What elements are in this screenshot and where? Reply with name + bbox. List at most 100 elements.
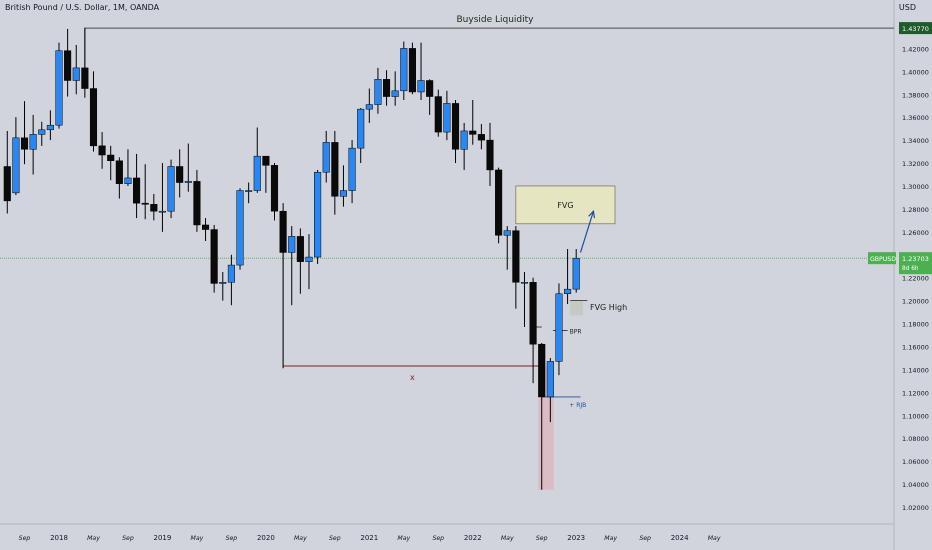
candle-body-65 — [564, 288, 572, 294]
y-tick-label-20: 1.02000 — [902, 504, 929, 512]
candle-body-18 — [158, 210, 166, 213]
current-price-tag — [899, 252, 932, 275]
x-tick-label-13: 2022 — [464, 534, 482, 542]
candle-body-13 — [115, 160, 123, 184]
x-tick-label-8: May — [294, 535, 307, 542]
y-tick-label-5: 1.32000 — [902, 160, 929, 168]
countdown-label: 8d 6h — [902, 266, 919, 272]
candle-body-12 — [107, 154, 115, 162]
symbol-tag — [868, 252, 896, 265]
y-tick-label-11: 1.20000 — [902, 298, 929, 306]
candle-body-59 — [512, 230, 520, 283]
y-tick-label-8: 1.26000 — [902, 229, 929, 237]
chart-title: British Pound / U.S. Dollar, 1M, OANDA — [5, 3, 160, 12]
candle-body-17 — [150, 204, 158, 212]
candle-body-29 — [253, 155, 261, 191]
candle-body-0 — [3, 166, 11, 202]
liquidity-price-label: 1.43770 — [902, 25, 929, 33]
y-tick-label-10: 1.22000 — [902, 275, 929, 283]
candle-body-25 — [219, 282, 227, 284]
y-tick-label-0: 1.42000 — [902, 45, 929, 53]
candle-body-20 — [176, 166, 184, 183]
candle-body-58 — [503, 230, 511, 236]
y-tick-label-12: 1.18000 — [902, 321, 929, 329]
liquidity-price-tag — [899, 22, 932, 35]
candle-body-49 — [426, 80, 434, 97]
candle-body-40 — [348, 147, 356, 191]
x-tick-label-7: 2020 — [257, 534, 275, 542]
candle-body-39 — [339, 190, 348, 197]
candle-body-21 — [184, 181, 192, 183]
rjb-label: + RJB — [569, 402, 586, 409]
candle-body-55 — [477, 134, 485, 141]
y-tick-label-2: 1.38000 — [902, 91, 929, 99]
candle-body-5 — [46, 124, 54, 131]
candle-body-15 — [133, 177, 141, 204]
x-tick-label-0: Sep — [19, 535, 31, 542]
x-tick-label-10: 2021 — [360, 534, 378, 542]
candle-body-48 — [417, 80, 425, 93]
x-tick-label-19: 2024 — [671, 534, 689, 542]
candle-body-64 — [555, 293, 563, 362]
y-tick-label-16: 1.10000 — [902, 412, 929, 420]
x-tick-label-17: May — [604, 535, 617, 542]
candle-body-61 — [529, 282, 537, 345]
y-tick-label-4: 1.34000 — [902, 137, 929, 145]
candle-body-34 — [296, 236, 304, 262]
y-tick-label-18: 1.06000 — [902, 458, 929, 466]
x-tick-label-15: Sep — [536, 535, 548, 542]
currency-label: USD — [898, 3, 916, 12]
candle-body-41 — [357, 108, 365, 149]
candle-body-22 — [193, 181, 201, 226]
candle-body-27 — [236, 190, 244, 266]
x-tick-label-5: May — [191, 535, 204, 542]
candle-body-16 — [141, 202, 149, 205]
candle-body-42 — [365, 104, 373, 110]
fvg-high-zone — [570, 300, 584, 316]
candle-body-33 — [288, 236, 296, 253]
candle-body-35 — [305, 256, 313, 262]
x-tick-label-6: Sep — [226, 535, 238, 542]
candle-body-3 — [29, 134, 37, 150]
candle-body-66 — [572, 257, 580, 290]
y-tick-label-6: 1.30000 — [902, 183, 929, 191]
candle-body-14 — [124, 177, 132, 184]
bpr-label: BPR — [570, 328, 582, 335]
candle-body-60 — [520, 282, 529, 284]
candle-body-57 — [495, 169, 503, 236]
candle-body-47 — [408, 48, 416, 93]
x-tick-label-3: Sep — [122, 535, 134, 542]
candle-body-23 — [201, 224, 210, 230]
candle-body-9 — [81, 67, 89, 89]
candle-body-1 — [12, 137, 20, 194]
fvg-high-label: FVG High — [590, 303, 627, 312]
candle-body-26 — [227, 264, 235, 283]
candle-body-45 — [391, 90, 399, 97]
candle-body-11 — [98, 145, 106, 156]
x-tick-label-16: 2023 — [567, 534, 585, 542]
candle-body-62 — [538, 343, 546, 398]
symbol-label: GBPUSD — [870, 256, 896, 263]
x-tick-label-18: Sep — [639, 535, 651, 542]
candle-body-8 — [72, 67, 80, 81]
candle-body-19 — [167, 166, 175, 212]
buyside-liquidity-label: Buyside Liquidity — [456, 15, 534, 25]
y-tick-label-3: 1.36000 — [902, 114, 929, 122]
current-price-label: 1.23703 — [902, 255, 929, 263]
candle-body-4 — [38, 129, 46, 135]
candle-body-6 — [55, 50, 63, 126]
x-tick-label-4: 2019 — [154, 534, 172, 542]
y-tick-label-14: 1.14000 — [902, 366, 929, 374]
x-tick-label-12: Sep — [432, 535, 444, 542]
candle-body-38 — [331, 142, 339, 197]
candle-body-10 — [89, 88, 98, 147]
candle-body-31 — [270, 165, 279, 212]
candle-body-63 — [546, 361, 554, 398]
candle-body-30 — [262, 155, 270, 166]
candle-body-28 — [245, 190, 253, 192]
y-tick-label-13: 1.16000 — [902, 343, 929, 351]
candle-body-52 — [451, 103, 460, 150]
candle-body-32 — [279, 210, 287, 253]
projection-arrow-head — [588, 209, 596, 219]
